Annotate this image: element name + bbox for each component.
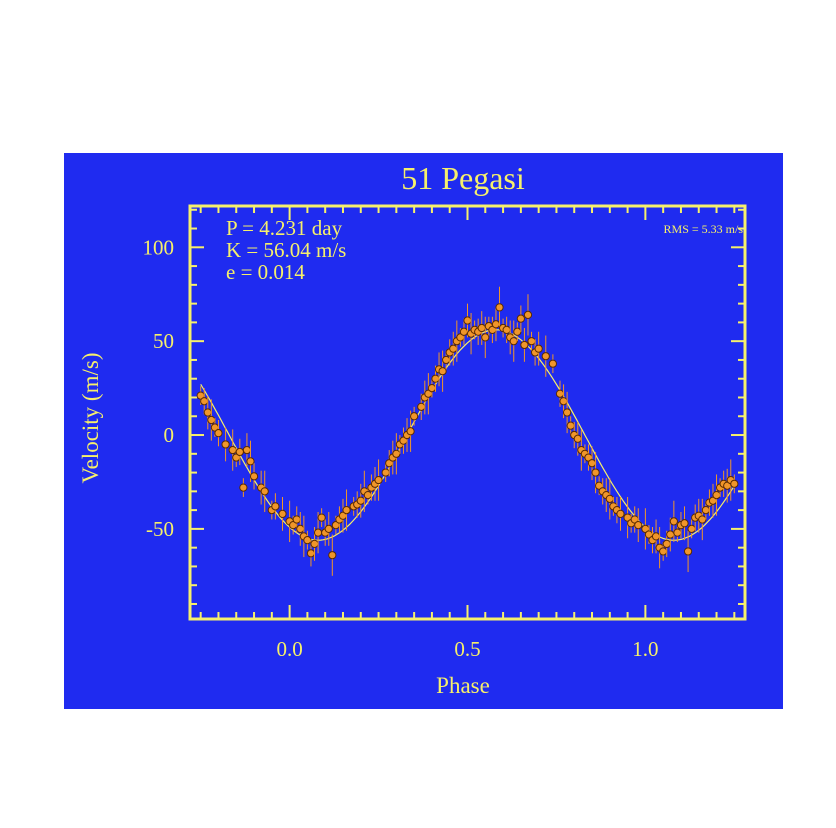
chart-svg: 51 Pegasi Velocity (m/s) Phase 0.0 0.5 1.0… (78, 160, 747, 698)
data-point (477, 323, 486, 333)
data-point (207, 415, 216, 425)
data-point (616, 509, 625, 518)
data-point (687, 524, 696, 533)
rms-label: RMS = 5.33 m/s (664, 222, 744, 236)
data-point (659, 547, 668, 556)
axis-ticks (190, 206, 745, 619)
data-point (292, 515, 301, 524)
chart-title: 51 Pegasi (401, 160, 525, 196)
data-point (303, 536, 312, 545)
data-point (495, 303, 504, 312)
y-tick-label: -50 (146, 517, 174, 541)
data-point (374, 475, 383, 485)
data-point (534, 344, 543, 353)
data-point (310, 539, 319, 549)
data-point (548, 359, 557, 368)
data-point (523, 310, 533, 319)
data-point (200, 397, 209, 406)
y-tick-label: 50 (153, 329, 174, 353)
data-point (246, 457, 255, 466)
data-point (249, 472, 259, 481)
data-point (698, 515, 707, 524)
data-point (651, 532, 661, 541)
data-point (239, 483, 248, 492)
data-point (513, 327, 522, 336)
y-axis-label: Velocity (m/s) (78, 353, 103, 484)
x-tick-label: 0.5 (454, 637, 480, 661)
data-point (203, 408, 212, 417)
data-point (481, 333, 490, 342)
data-point (438, 367, 447, 376)
x-axis-label: Phase (436, 673, 490, 698)
data-point (516, 314, 525, 323)
data-point (342, 506, 351, 515)
data-point (463, 316, 472, 325)
fit-curve (200, 329, 735, 541)
data-point (541, 352, 550, 361)
data-point (520, 340, 529, 350)
data-point (559, 397, 568, 406)
data-point (410, 412, 419, 421)
data-point (392, 449, 401, 458)
data-point (271, 502, 280, 511)
data-point (509, 337, 518, 346)
annotation-eccentricity: e = 0.014 (226, 260, 305, 284)
data-point (673, 528, 682, 537)
data-point (662, 539, 671, 549)
tick-labels: 0.0 0.5 1.0 100 50 0 -50 (143, 235, 659, 661)
data-point (242, 445, 252, 455)
data-point (427, 383, 437, 393)
data-point (587, 459, 597, 468)
data-point (260, 487, 269, 496)
data-point (491, 320, 501, 329)
data-point (669, 517, 678, 526)
x-tick-label: 1.0 (632, 637, 658, 661)
data-point (356, 496, 365, 505)
data-point (214, 429, 223, 438)
y-tick-label: 100 (143, 235, 175, 259)
data-points (196, 286, 739, 576)
data-point (701, 506, 710, 515)
data-point (591, 468, 600, 477)
data-point (527, 337, 536, 346)
data-point (324, 524, 333, 533)
data-point (605, 494, 614, 503)
data-point (712, 491, 721, 500)
data-point (566, 421, 575, 430)
annotation-amplitude: K = 56.04 m/s (226, 238, 346, 262)
data-point (442, 355, 451, 365)
data-point (680, 519, 689, 528)
x-tick-label: 0.0 (276, 637, 302, 661)
data-point (459, 327, 469, 336)
chart-figure: 51 Pegasi Velocity (m/s) Phase 0.0 0.5 1.0… (64, 153, 783, 709)
data-point (313, 528, 323, 537)
data-point (431, 374, 440, 383)
data-point (221, 440, 230, 449)
annotation-period: P = 4.231 day (226, 216, 343, 240)
data-point (235, 447, 244, 457)
data-point (730, 479, 739, 488)
data-point (417, 402, 426, 411)
data-point (449, 344, 458, 353)
data-point (278, 509, 287, 518)
data-point (502, 325, 511, 334)
data-point (228, 445, 237, 455)
data-point (317, 513, 326, 522)
data-point (666, 530, 675, 539)
data-point (555, 389, 565, 398)
data-point (573, 434, 582, 443)
data-point (406, 427, 415, 436)
data-point (683, 547, 693, 556)
data-point (296, 524, 305, 533)
y-tick-label: 0 (164, 423, 175, 447)
data-point (381, 468, 390, 477)
data-point (634, 521, 643, 530)
data-point (328, 551, 337, 560)
data-point (563, 408, 572, 417)
data-point (363, 491, 372, 500)
data-point (306, 549, 316, 558)
